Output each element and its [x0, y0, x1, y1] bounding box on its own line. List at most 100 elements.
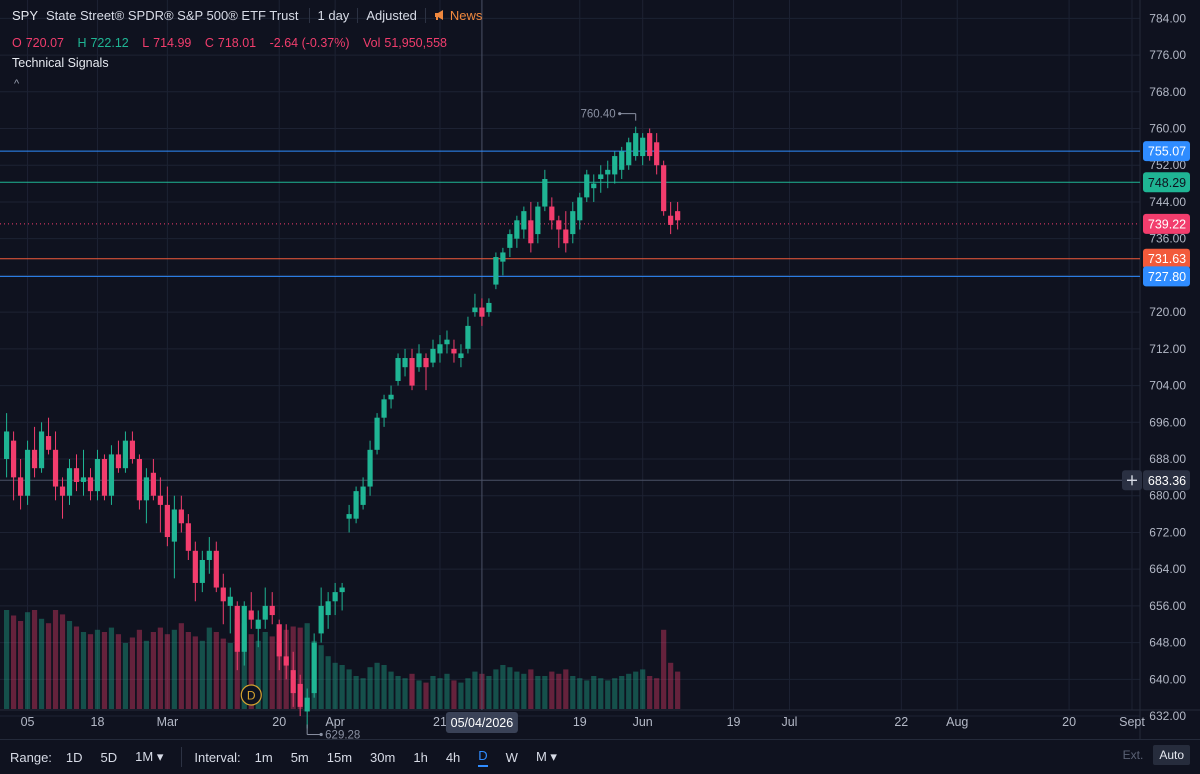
range-5d[interactable]: 5D — [100, 749, 118, 765]
candle-body[interactable] — [192, 550, 198, 583]
candle-body[interactable] — [52, 449, 59, 487]
interval-4h[interactable]: 4h — [445, 749, 461, 765]
candle-body[interactable] — [360, 486, 366, 505]
candle-body[interactable] — [647, 133, 653, 157]
candle-body[interactable] — [346, 514, 352, 519]
candle-body[interactable] — [570, 211, 576, 235]
candle-body[interactable] — [220, 587, 226, 602]
candle-body[interactable] — [269, 605, 275, 616]
candle-body[interactable] — [276, 624, 282, 657]
candle-body[interactable] — [612, 156, 618, 175]
candle-body[interactable] — [563, 229, 569, 244]
candle-body[interactable] — [472, 307, 478, 313]
candle-body[interactable] — [479, 307, 485, 317]
candle-body[interactable] — [598, 174, 604, 180]
adjusted-label[interactable]: Adjusted — [357, 7, 425, 23]
interval-d[interactable]: D — [478, 748, 488, 767]
candle-body[interactable] — [402, 358, 408, 368]
candle-body[interactable] — [514, 220, 520, 239]
candle-body[interactable] — [444, 339, 450, 345]
candle-body[interactable] — [654, 142, 660, 166]
candle-body[interactable] — [178, 509, 184, 524]
candle-body[interactable] — [157, 495, 163, 505]
candle-body[interactable] — [227, 596, 233, 606]
candle-body[interactable] — [374, 417, 380, 450]
candle-body[interactable] — [661, 165, 667, 212]
candle-body[interactable] — [542, 179, 548, 207]
price-chart[interactable]: 760.40 629.28 D 632.00 640.00 648.00 656.00 66… — [0, 0, 1200, 740]
candle-body[interactable] — [10, 440, 17, 478]
candle-body[interactable] — [325, 601, 331, 616]
auto-scale-toggle[interactable]: Auto — [1153, 745, 1190, 765]
candle-body[interactable] — [493, 257, 499, 285]
candle-body[interactable] — [556, 220, 562, 230]
candle-body[interactable] — [24, 449, 31, 496]
candle-body[interactable] — [150, 472, 156, 496]
candle-body[interactable] — [388, 394, 394, 400]
candle-body[interactable] — [45, 436, 52, 450]
candle-body[interactable] — [668, 215, 674, 225]
candle-body[interactable] — [458, 353, 464, 359]
candle-body[interactable] — [80, 477, 87, 482]
candle-body[interactable] — [535, 206, 541, 235]
interval-5m[interactable]: 5m — [290, 749, 309, 765]
candle-body[interactable] — [262, 605, 268, 620]
candle-body[interactable] — [675, 211, 681, 221]
candle-body[interactable] — [507, 234, 513, 248]
candle-body[interactable] — [234, 605, 240, 652]
candle-body[interactable] — [143, 477, 149, 501]
candle-body[interactable] — [31, 449, 38, 469]
candle-body[interactable] — [4, 431, 10, 460]
candle-body[interactable] — [129, 440, 136, 460]
candle-body[interactable] — [423, 358, 429, 368]
candle-body[interactable] — [381, 399, 387, 418]
candle-body[interactable] — [633, 133, 639, 157]
candle-body[interactable] — [122, 440, 129, 469]
candle-body[interactable] — [38, 431, 45, 469]
candle-body[interactable] — [416, 353, 422, 368]
candle-body[interactable] — [171, 509, 177, 542]
candle-body[interactable] — [486, 302, 492, 313]
candle-body[interactable] — [283, 656, 289, 666]
candle-body[interactable] — [395, 358, 401, 381]
candle-body[interactable] — [59, 486, 66, 496]
extended-hours-toggle[interactable]: Ext. — [1122, 748, 1144, 762]
candle-body[interactable] — [199, 559, 205, 583]
candle-body[interactable] — [108, 454, 115, 496]
candle-body[interactable] — [297, 683, 303, 707]
technical-signals-label[interactable]: Technical Signals — [12, 56, 109, 70]
interval-m[interactable]: M ▾ — [535, 749, 557, 764]
candle-body[interactable] — [255, 619, 261, 629]
candle-body[interactable] — [591, 183, 597, 189]
candle-body[interactable] — [437, 344, 443, 354]
candle-body[interactable] — [318, 605, 324, 634]
interval-30m[interactable]: 30m — [370, 749, 396, 765]
interval-15m[interactable]: 15m — [326, 749, 353, 765]
candle-body[interactable] — [577, 197, 583, 221]
candle-body[interactable] — [206, 550, 212, 560]
candle-body[interactable] — [430, 348, 436, 363]
candle-body[interactable] — [451, 348, 457, 354]
candle-body[interactable] — [290, 670, 296, 694]
interval-1m[interactable]: 1m — [254, 749, 273, 765]
candle-body[interactable] — [332, 592, 338, 602]
range-1d[interactable]: 1D — [65, 749, 83, 765]
candle-body[interactable] — [640, 137, 646, 157]
range-1m[interactable]: 1M ▾ — [135, 749, 164, 764]
candle-body[interactable] — [248, 610, 254, 620]
candle-body[interactable] — [101, 459, 108, 496]
candle-body[interactable] — [353, 491, 359, 519]
interval-w[interactable]: W — [505, 749, 518, 765]
candle-body[interactable] — [626, 142, 632, 166]
candle-body[interactable] — [605, 169, 611, 175]
candle-body[interactable] — [66, 468, 73, 496]
candle-body[interactable] — [500, 252, 506, 262]
candle-body[interactable] — [311, 642, 317, 694]
candle-body[interactable] — [304, 697, 310, 712]
candle-body[interactable] — [409, 358, 415, 386]
news-button[interactable]: News — [424, 7, 491, 23]
candle-body[interactable] — [339, 587, 345, 593]
candle-body[interactable] — [17, 477, 24, 496]
candle-body[interactable] — [549, 206, 555, 221]
candle-body[interactable] — [164, 504, 170, 538]
